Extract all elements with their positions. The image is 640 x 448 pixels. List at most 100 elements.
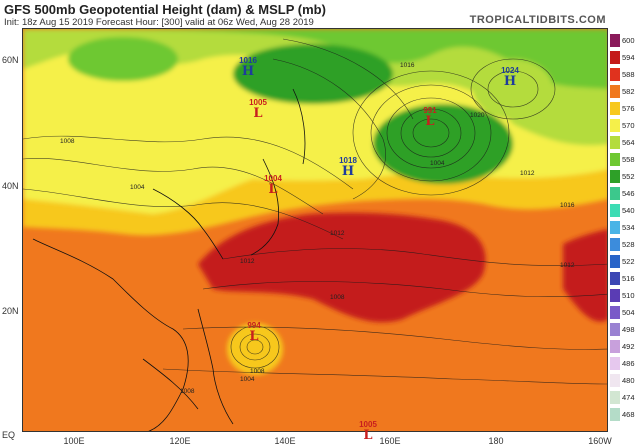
colorbar-level-label: 540 — [622, 206, 635, 215]
lon-label-100e: 100E — [63, 436, 85, 446]
geopotential-map — [23, 29, 607, 431]
colorbar-swatch — [610, 272, 620, 285]
isobar-label: 1020 — [470, 112, 485, 119]
isobar-label: 1004 — [130, 184, 145, 191]
isobar-label: 1008 — [60, 138, 75, 145]
colorbar-level-label: 546 — [622, 189, 635, 198]
low-symbol: L — [249, 329, 259, 344]
brand-watermark: TROPICALTIDBITS.COM — [469, 14, 606, 26]
isobar-label: 1004 — [240, 376, 255, 383]
colorbar-level-label: 480 — [622, 376, 635, 385]
colorbar-level-label: 576 — [622, 104, 635, 113]
trough-552 — [373, 104, 513, 184]
lat-label-eq: EQ — [2, 430, 16, 440]
isobar-label: 1004 — [430, 160, 445, 167]
lat-label-40n: 40N — [2, 181, 19, 191]
lon-label-120e: 120E — [169, 436, 191, 446]
trough-west-558 — [68, 37, 178, 81]
high-symbol: H — [341, 164, 355, 179]
colorbar-swatch — [610, 391, 620, 404]
colorbar-swatch — [610, 255, 620, 268]
colorbar-swatch — [610, 68, 620, 81]
low-994-tropical-center: 994 L — [247, 321, 260, 343]
high-1018-center: 1018 H — [339, 156, 357, 178]
colorbar-swatch — [610, 408, 620, 421]
colorbar-swatch — [610, 34, 620, 47]
lon-label-160e: 160E — [379, 436, 401, 446]
colorbar-level-label: 504 — [622, 308, 635, 317]
high-symbol: H — [503, 74, 517, 89]
low-symbol: L — [363, 428, 373, 443]
map-canvas — [22, 28, 608, 432]
isobar-label: 1012 — [560, 262, 575, 269]
color-scale-legend: 600 594 588 582 576 570 564 558 552 546 540 534 528 5… — [610, 28, 640, 432]
colorbar-swatch — [610, 102, 620, 115]
isobar-layer — [23, 38, 607, 385]
colorbar-level-label: 474 — [622, 393, 635, 402]
isobar-label: 1012 — [240, 258, 255, 265]
colorbar-level-label: 486 — [622, 359, 635, 368]
colorbar-level-label: 528 — [622, 240, 635, 249]
map-title: GFS 500mb Geopotential Height (dam) & MS… — [4, 2, 326, 17]
lat-label-60n: 60N — [2, 55, 19, 65]
pressure-value: 994 — [247, 321, 261, 330]
colorbar-level-label: 534 — [622, 223, 635, 232]
colorbar-swatch — [610, 340, 620, 353]
colorbar-swatch — [610, 170, 620, 183]
colorbar-level-label: 570 — [622, 121, 635, 130]
pressure-value: 1005 — [359, 420, 377, 429]
low-991-center: 991 L — [423, 106, 436, 128]
high-pocket-564 — [473, 59, 553, 119]
pressure-value: 1005 — [249, 98, 267, 107]
colorbar-swatch — [610, 357, 620, 370]
tropical-low-576 — [227, 323, 283, 375]
pressure-value: 1004 — [264, 174, 282, 183]
colorbar-level-label: 522 — [622, 257, 635, 266]
isobar-label: 1008 — [330, 294, 345, 301]
isobar-label: 1016 — [400, 62, 415, 69]
isobar-label: 1016 — [560, 202, 575, 209]
colorbar-level-label: 600 — [622, 36, 635, 45]
lon-label-140e: 140E — [274, 436, 296, 446]
pressure-value: 1018 — [339, 156, 357, 165]
colorbar-level-label: 552 — [622, 172, 635, 181]
colorbar-swatch — [610, 51, 620, 64]
colorbar-swatch — [610, 374, 620, 387]
lon-label-180: 180 — [488, 436, 504, 446]
map-subtitle: Init: 18z Aug 15 2019 Forecast Hour: [30… — [4, 17, 314, 28]
isobar-label: 1008 — [180, 388, 195, 395]
low-symbol: L — [425, 114, 435, 129]
pressure-value: 991 — [423, 106, 437, 115]
isobar-label: 1012 — [330, 230, 345, 237]
colorbar-swatch — [610, 187, 620, 200]
high-1024-center: 1024 H — [501, 66, 519, 88]
band-558 — [23, 29, 607, 89]
colorbar-swatch — [610, 85, 620, 98]
colorbar-level-label: 498 — [622, 325, 635, 334]
colorbar-level-label: 582 — [622, 87, 635, 96]
colorbar-level-label: 558 — [622, 155, 635, 164]
lat-label-20n: 20N — [2, 306, 19, 316]
colorbar-level-label: 516 — [622, 274, 635, 283]
colorbar-swatch — [610, 119, 620, 132]
isobar-label: 1012 — [520, 170, 535, 177]
colorbar-swatch — [610, 221, 620, 234]
high-1016-north-center: 1016 H — [239, 56, 257, 78]
coastline-layer — [32, 88, 306, 431]
low-1005-south-center: 1005 L — [359, 420, 377, 442]
colorbar-level-label: 510 — [622, 291, 635, 300]
colorbar-swatch — [610, 136, 620, 149]
colorbar-swatch — [610, 238, 620, 251]
colorbar-level-label: 588 — [622, 70, 635, 79]
pressure-value: 1016 — [239, 56, 257, 65]
low-symbol: L — [268, 182, 278, 197]
colorbar-level-label: 594 — [622, 53, 635, 62]
colorbar-swatch — [610, 289, 620, 302]
high-symbol: H — [241, 64, 255, 79]
pressure-value: 1024 — [501, 66, 519, 75]
low-symbol: L — [253, 106, 263, 121]
low-1004-center: 1004 L — [264, 174, 282, 196]
colorbar-level-label: 468 — [622, 410, 635, 419]
lon-label-160w: 160W — [588, 436, 612, 446]
colorbar-swatch — [610, 153, 620, 166]
